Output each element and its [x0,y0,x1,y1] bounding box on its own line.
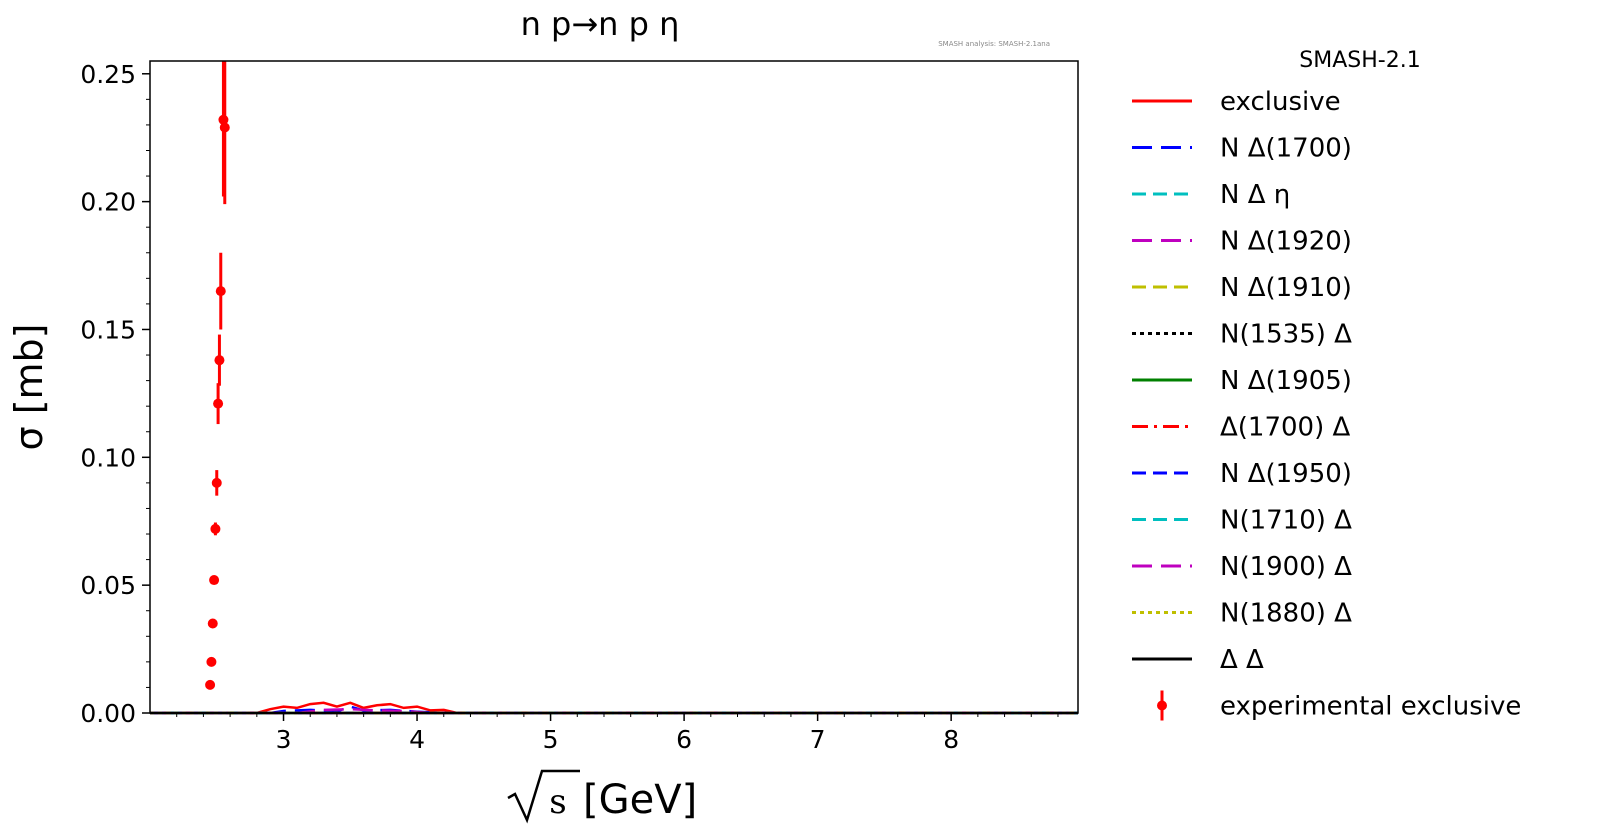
data-point [205,679,216,690]
x-tick-label: 7 [810,725,826,754]
legend-label: N(1535) Δ [1220,320,1352,350]
legend-label: N(1880) Δ [1220,599,1352,629]
experimental-points-layer [205,61,230,690]
data-point [215,286,226,297]
legend-label: exclusive [1220,87,1341,117]
legend-title: SMASH-2.1 [1299,48,1420,73]
y-tick-label: 0.25 [80,60,136,89]
legend-swatch-point [1157,700,1167,711]
data-point [219,122,230,133]
legend-label: N Δ(1950) [1220,459,1352,489]
data-point [210,523,221,534]
series-layer [150,701,1078,715]
legend-label: N Δ(1910) [1220,273,1352,303]
x-tick-label: 6 [676,725,692,754]
x-tick-label: 8 [943,725,959,754]
sqrt-symbol-icon [507,769,580,824]
data-point [211,477,222,488]
legend-label: experimental exclusive [1220,692,1521,722]
y-tick-label: 0.05 [80,571,136,600]
y-tick-label: 0.20 [80,188,136,217]
chart-title: n p→n p η [521,5,680,43]
y-tick-label: 0.10 [80,443,136,472]
legend-label: N Δ(1700) [1220,134,1352,164]
x-tick-label: 5 [543,725,559,754]
x-axis-label-radicand: s [549,782,566,822]
legend-label: N(1710) Δ [1220,506,1352,536]
data-point [213,398,224,409]
plot-frame [149,60,1079,714]
data-point [206,656,217,667]
watermark: SMASH analysis: SMASH-2.1ana [938,40,1050,48]
series-line [150,701,1078,715]
x-tick-label: 4 [409,725,425,754]
y-tick-label: 0.15 [80,315,136,344]
legend-label: Δ(1700) Δ [1220,413,1351,443]
x-axis-label-unit: [GeV] [583,777,697,823]
legend: exclusive N Δ(1700) N Δ η N Δ(1920) N Δ(1910… [1132,87,1521,722]
legend-label: N Δ(1905) [1220,366,1352,396]
legend-label: Δ Δ [1220,645,1264,675]
legend-label: N Δ(1920) [1220,227,1352,257]
legend-label: N Δ η [1220,180,1290,210]
data-point [209,575,220,586]
legend-label: N(1900) Δ [1220,552,1352,582]
data-point [214,355,225,366]
x-axis-label: s [GeV] [507,769,697,824]
y-axis-label: σ [mb] [7,324,51,451]
axes-ticks: 3 4 5 6 7 8 0.00 0.05 0.10 0.15 0.20 0.25 [80,60,1059,754]
y-tick-label: 0.00 [80,699,136,728]
x-tick-label: 3 [276,725,292,754]
data-point [207,618,218,629]
